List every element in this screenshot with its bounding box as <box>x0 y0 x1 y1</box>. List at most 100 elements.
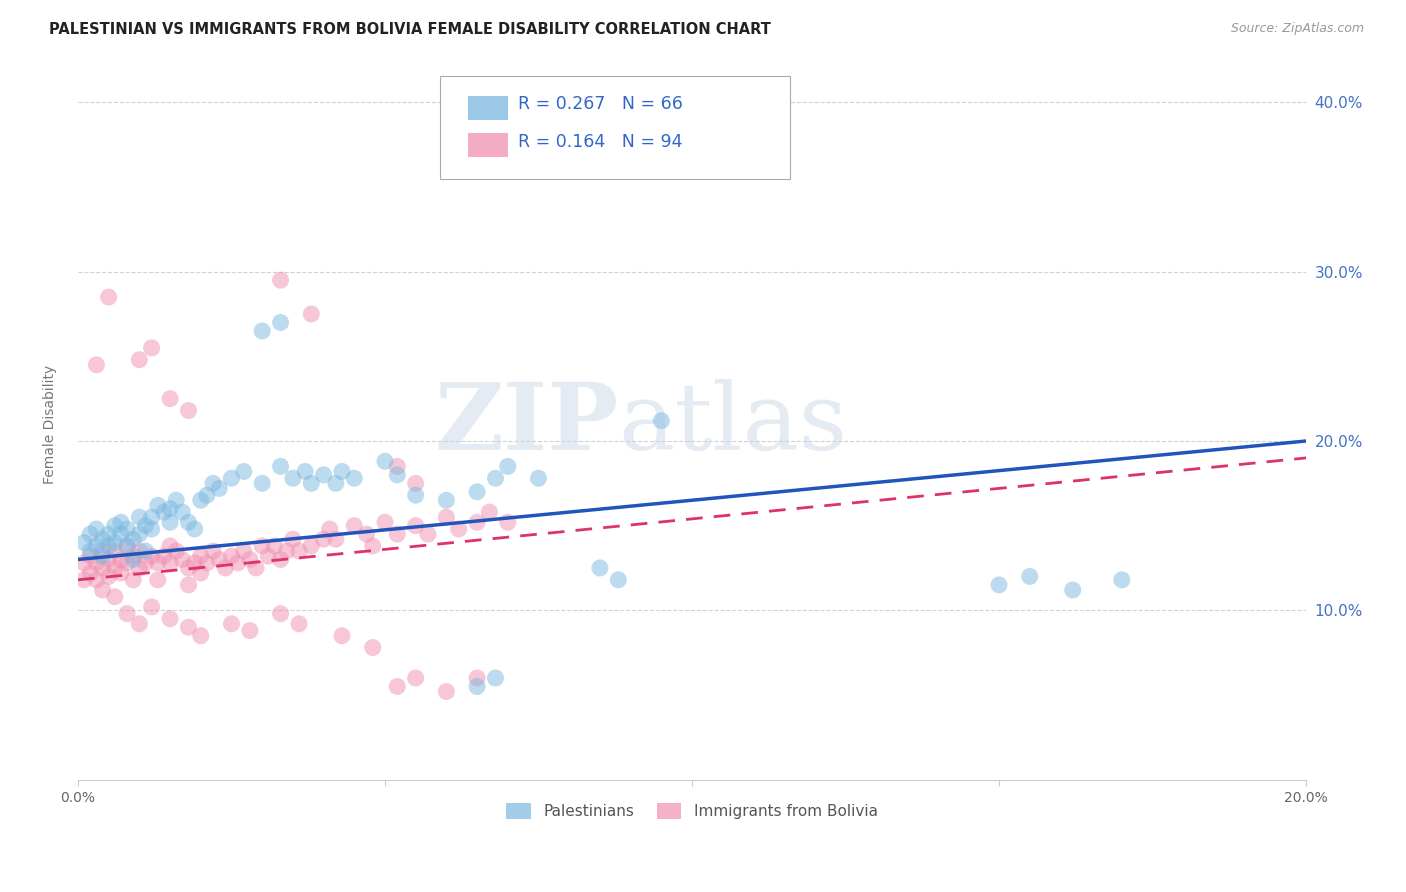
Text: Source: ZipAtlas.com: Source: ZipAtlas.com <box>1230 22 1364 36</box>
Point <box>276 544 298 558</box>
Point <box>79 549 101 563</box>
Point <box>110 527 132 541</box>
Point <box>208 552 231 566</box>
Point <box>387 527 409 541</box>
FancyBboxPatch shape <box>468 133 508 157</box>
Point <box>183 556 205 570</box>
Point <box>128 544 150 558</box>
Point <box>141 599 163 614</box>
Point <box>128 561 150 575</box>
Point <box>91 549 114 563</box>
Point <box>245 561 267 575</box>
Point <box>589 561 612 575</box>
Point <box>104 544 127 558</box>
Point <box>299 307 322 321</box>
Point <box>190 549 212 563</box>
Point <box>141 549 163 563</box>
Point <box>226 556 249 570</box>
Point <box>270 607 292 621</box>
Point <box>288 544 311 558</box>
Point <box>214 561 236 575</box>
Point <box>299 539 322 553</box>
Text: ZIP: ZIP <box>434 379 619 469</box>
Point <box>86 573 108 587</box>
Point <box>97 569 120 583</box>
Point <box>232 544 254 558</box>
Point <box>465 515 488 529</box>
Point <box>202 544 225 558</box>
Point <box>97 527 120 541</box>
Point <box>1018 569 1040 583</box>
Point <box>325 476 347 491</box>
Point <box>496 459 519 474</box>
Point <box>115 539 138 553</box>
Point <box>134 556 156 570</box>
Point <box>159 612 181 626</box>
Text: PALESTINIAN VS IMMIGRANTS FROM BOLIVIA FEMALE DISABILITY CORRELATION CHART: PALESTINIAN VS IMMIGRANTS FROM BOLIVIA F… <box>49 22 770 37</box>
Point <box>221 616 243 631</box>
Point <box>128 616 150 631</box>
Point <box>79 527 101 541</box>
Point <box>122 552 145 566</box>
Point <box>172 505 194 519</box>
Point <box>73 573 96 587</box>
Point <box>607 573 630 587</box>
Point <box>270 316 292 330</box>
Point <box>465 671 488 685</box>
Point <box>86 539 108 553</box>
Point <box>221 549 243 563</box>
Point <box>281 471 304 485</box>
Point <box>86 522 108 536</box>
Point <box>122 532 145 546</box>
Text: R = 0.267   N = 66: R = 0.267 N = 66 <box>517 95 682 112</box>
Point <box>115 522 138 536</box>
Point <box>91 561 114 575</box>
Point <box>73 535 96 549</box>
Point <box>128 510 150 524</box>
Point <box>270 459 292 474</box>
Point <box>232 465 254 479</box>
Point <box>190 629 212 643</box>
Point <box>172 552 194 566</box>
Point <box>1062 582 1084 597</box>
Legend: Palestinians, Immigrants from Bolivia: Palestinians, Immigrants from Bolivia <box>501 797 884 825</box>
Point <box>221 471 243 485</box>
Point <box>91 532 114 546</box>
Point <box>91 582 114 597</box>
Point <box>496 515 519 529</box>
Point <box>104 518 127 533</box>
Point <box>270 552 292 566</box>
FancyBboxPatch shape <box>440 76 790 178</box>
Point <box>146 499 169 513</box>
Point <box>122 549 145 563</box>
Point <box>177 403 200 417</box>
Y-axis label: Female Disability: Female Disability <box>44 365 58 483</box>
Point <box>294 465 316 479</box>
Point <box>330 629 353 643</box>
Point <box>447 522 470 536</box>
Point <box>405 488 427 502</box>
Point <box>110 515 132 529</box>
Point <box>110 552 132 566</box>
Point <box>356 527 378 541</box>
FancyBboxPatch shape <box>468 95 508 120</box>
Point <box>159 515 181 529</box>
Point <box>104 561 127 575</box>
Point <box>195 488 218 502</box>
Point <box>115 556 138 570</box>
Point <box>250 324 273 338</box>
Point <box>159 501 181 516</box>
Point <box>177 561 200 575</box>
Point <box>73 556 96 570</box>
Point <box>159 539 181 553</box>
Point <box>141 341 163 355</box>
Point <box>104 590 127 604</box>
Point <box>343 518 366 533</box>
Point <box>110 566 132 580</box>
Point <box>128 527 150 541</box>
Point <box>387 680 409 694</box>
Point <box>141 522 163 536</box>
Point <box>141 510 163 524</box>
Point <box>465 484 488 499</box>
Point <box>484 471 506 485</box>
